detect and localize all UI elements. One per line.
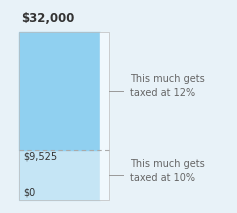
Text: This much gets
taxed at 12%: This much gets taxed at 12% [130, 75, 205, 98]
Text: This much gets
taxed at 10%: This much gets taxed at 10% [130, 159, 205, 183]
Bar [100, 32, 109, 200]
Bar [19, 150, 100, 200]
Text: $32,000: $32,000 [21, 12, 75, 25]
Text: $0: $0 [24, 187, 36, 197]
Bar [19, 32, 109, 200]
Bar [19, 32, 100, 150]
Text: $9,525: $9,525 [24, 152, 58, 162]
